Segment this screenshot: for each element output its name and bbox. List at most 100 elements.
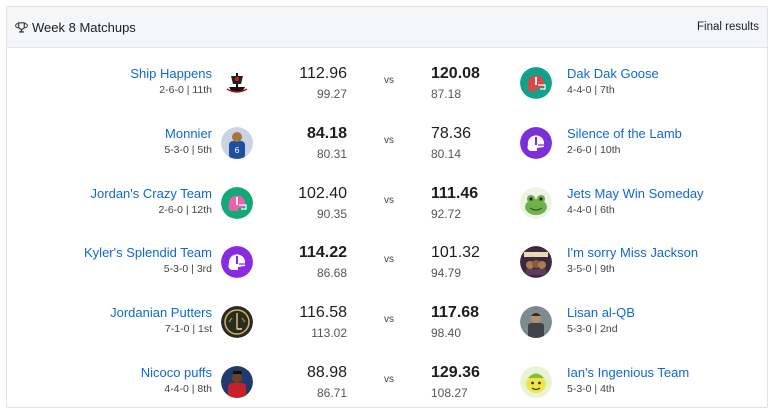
away-projected: 87.18 xyxy=(431,87,462,101)
purple-helmet-icon[interactable] xyxy=(520,127,552,159)
vs-label: vs xyxy=(384,195,394,206)
away-projected: 98.40 xyxy=(431,326,462,340)
away-team-name-link[interactable]: Lisan al-QB xyxy=(567,305,635,320)
away-score: 78.36 80.14 xyxy=(431,125,501,161)
home-team-name-link[interactable]: Jordan's Crazy Team xyxy=(90,186,212,201)
home-score: 88.98 86.71 xyxy=(277,364,347,400)
vs-label: vs xyxy=(384,374,394,385)
home-score: 112.96 99.27 xyxy=(277,65,347,101)
player-photo-icon[interactable]: 6 xyxy=(221,127,253,159)
away-projected: 80.14 xyxy=(431,147,462,161)
away-points: 78.36 xyxy=(431,125,472,142)
home-points: 116.58 xyxy=(299,304,347,321)
character-photo-icon[interactable] xyxy=(520,306,552,338)
player-photo-icon[interactable] xyxy=(221,366,253,398)
home-team-name-link[interactable]: Monnier xyxy=(165,126,212,141)
home-team-name-link[interactable]: Kyler's Splendid Team xyxy=(84,245,212,260)
home-projected: 86.71 xyxy=(316,386,347,400)
away-team: Dak Dak Goose 4-4-0 | 7th xyxy=(567,66,659,96)
lemon-face-icon[interactable] xyxy=(520,366,552,398)
away-points: 111.46 xyxy=(431,185,479,202)
away-score: 101.32 94.79 xyxy=(431,244,501,280)
away-points: 117.68 xyxy=(431,304,480,321)
home-team-record: 4-4-0 | 8th xyxy=(164,383,212,395)
home-score: 84.18 80.31 xyxy=(277,125,347,161)
away-points: 120.08 xyxy=(431,65,480,82)
home-points: 84.18 xyxy=(306,125,347,142)
home-points: 102.40 xyxy=(298,185,347,202)
away-score: 111.46 92.72 xyxy=(431,185,501,221)
away-team-record: 4-4-0 | 7th xyxy=(567,84,615,96)
away-team-record: 2-6-0 | 10th xyxy=(567,144,621,156)
home-team: Kyler's Splendid Team 5-3-0 | 3rd xyxy=(84,245,212,275)
page-title: Week 8 Matchups xyxy=(32,19,136,35)
home-projected: 99.27 xyxy=(316,87,347,101)
matchup-row: Kyler's Splendid Team 5-3-0 | 3rd 114.22… xyxy=(7,232,767,292)
home-team: Jordanian Putters 7-1-0 | 1st xyxy=(110,305,212,335)
away-team-record: 5-3-0 | 4th xyxy=(567,383,615,395)
away-team-name-link[interactable]: Silence of the Lamb xyxy=(567,126,682,141)
away-team-record: 3-5-0 | 9th xyxy=(567,263,615,275)
final-results-label: Final results xyxy=(697,21,759,33)
vs-label: vs xyxy=(384,75,394,86)
home-projected: 113.02 xyxy=(311,326,347,340)
pirate-ship-logo-icon[interactable] xyxy=(221,67,253,99)
away-team-record: 5-3-0 | 2nd xyxy=(567,323,618,335)
vs-label: vs xyxy=(384,314,394,325)
home-score: 102.40 90.35 xyxy=(277,185,347,221)
matchups-header: Week 8 Matchups Final results xyxy=(7,7,767,48)
home-projected: 86.68 xyxy=(316,266,347,280)
home-points: 114.22 xyxy=(298,244,347,261)
away-projected: 94.79 xyxy=(431,266,462,280)
home-team-record: 7-1-0 | 1st xyxy=(164,323,212,335)
violet-helmet-icon[interactable] xyxy=(221,246,253,278)
red-helmet-icon[interactable] xyxy=(520,67,552,99)
golf-club-emblem-icon[interactable] xyxy=(221,306,253,338)
matchup-row: Monnier 5-3-0 | 5th 6 84.18 80.31 vs 78.… xyxy=(7,113,767,173)
matchup-row: Jordanian Putters 7-1-0 | 1st 116.58 113… xyxy=(7,292,767,352)
away-team: Jets May Win Someday 4-4-0 | 6th xyxy=(567,186,704,216)
away-team-name-link[interactable]: Ian's Ingenious Team xyxy=(567,365,690,380)
matchup-row: Ship Happens 2-6-0 | 11th 112.96 99.27 v… xyxy=(7,53,767,113)
vs-label: vs xyxy=(384,135,394,146)
away-team: Silence of the Lamb 2-6-0 | 10th xyxy=(567,126,682,156)
away-team: Ian's Ingenious Team 5-3-0 | 4th xyxy=(567,365,689,395)
trophy-icon xyxy=(15,21,28,34)
away-score: 120.08 87.18 xyxy=(431,65,501,101)
away-score: 117.68 98.40 xyxy=(431,304,501,340)
matchups-card: Week 8 Matchups Final results Ship Happe… xyxy=(6,6,768,408)
away-team-record: 4-4-0 | 6th xyxy=(567,204,615,216)
away-score: 129.36 108.27 xyxy=(431,364,501,400)
home-team: Monnier 5-3-0 | 5th xyxy=(164,126,212,156)
away-points: 129.36 xyxy=(431,364,480,381)
home-score: 116.58 113.02 xyxy=(277,304,347,340)
home-points: 88.98 xyxy=(306,364,347,381)
home-team: Jordan's Crazy Team 2-6-0 | 12th xyxy=(91,186,212,216)
home-projected: 80.31 xyxy=(316,147,347,161)
home-team-record: 2-6-0 | 11th xyxy=(159,84,212,96)
frog-icon[interactable] xyxy=(520,187,552,219)
away-projected: 92.72 xyxy=(431,207,462,221)
vs-label: vs xyxy=(384,254,394,265)
home-team-name-link[interactable]: Jordanian Putters xyxy=(110,305,212,320)
home-team-record: 2-6-0 | 12th xyxy=(158,204,212,216)
band-poster-icon[interactable] xyxy=(520,246,552,278)
home-team-record: 5-3-0 | 3rd xyxy=(163,263,212,275)
away-team: Lisan al-QB 5-3-0 | 2nd xyxy=(567,305,635,335)
pink-helmet-icon[interactable] xyxy=(221,187,253,219)
matchup-row: Jordan's Crazy Team 2-6-0 | 12th 102.40 … xyxy=(7,173,767,233)
home-team: Nicoco puffs 4-4-0 | 8th xyxy=(141,365,212,395)
away-team-name-link[interactable]: Jets May Win Someday xyxy=(567,186,704,201)
home-team-name-link[interactable]: Nicoco puffs xyxy=(140,365,212,380)
home-team-record: 5-3-0 | 5th xyxy=(164,144,212,156)
away-team-name-link[interactable]: Dak Dak Goose xyxy=(567,66,659,81)
home-score: 114.22 86.68 xyxy=(277,244,347,280)
home-team: Ship Happens 2-6-0 | 11th xyxy=(130,66,212,96)
away-team-name-link[interactable]: I'm sorry Miss Jackson xyxy=(567,245,699,260)
away-points: 101.32 xyxy=(431,244,480,261)
home-points: 112.96 xyxy=(299,65,347,82)
away-projected: 108.27 xyxy=(431,386,468,400)
home-projected: 90.35 xyxy=(316,207,347,221)
matchup-row: Nicoco puffs 4-4-0 | 8th 88.98 86.71 vs … xyxy=(7,352,767,407)
home-team-name-link[interactable]: Ship Happens xyxy=(130,66,212,81)
